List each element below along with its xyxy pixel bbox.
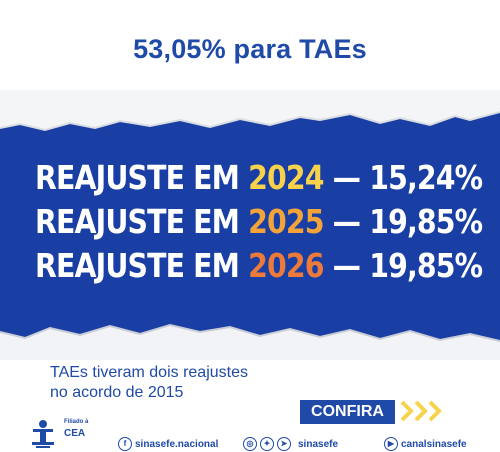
separator: — <box>323 158 370 197</box>
torn-edge-bottom <box>0 323 500 360</box>
reajuste-year: 2026 <box>248 246 324 285</box>
reajuste-year: 2025 <box>248 202 324 241</box>
blue-band <box>0 95 500 345</box>
affiliation-label: Filiado à <box>64 419 89 425</box>
torn-edge-top <box>0 90 500 132</box>
youtube-icon: ▶ <box>384 437 398 451</box>
reajuste-percent: 19,85% <box>369 202 483 241</box>
reajuste-line-2026: REAJUSTE EM 2026 — 19,85% <box>35 246 483 285</box>
separator: — <box>323 202 370 241</box>
note-line-2: no acordo de 2015 <box>50 384 184 401</box>
chevrons-icon <box>400 400 442 422</box>
reajuste-line-2024: REAJUSTE EM 2024 — 15,24% <box>35 158 483 197</box>
instagram-icon: ◎ <box>243 437 257 451</box>
affiliation-org: CEA <box>64 428 86 439</box>
note-line-1: TAEs tiveram dois reajustes <box>50 364 248 381</box>
reajuste-label: REAJUSTE EM <box>35 246 249 285</box>
reajuste-line-2025: REAJUSTE EM 2025 — 19,85% <box>35 202 483 241</box>
sinasefe-logo <box>32 420 54 448</box>
reajuste-percent: 15,24% <box>369 158 483 197</box>
telegram-icon: ➤ <box>277 437 291 451</box>
reajuste-percent: 19,85% <box>369 246 483 285</box>
headline: 53,05% para TAEs <box>133 34 367 64</box>
separator: — <box>323 246 370 285</box>
youtube-handle: canalsinasefe <box>401 438 467 450</box>
reajuste-label: REAJUSTE EM <box>35 202 249 241</box>
social-handle: sinasefe <box>298 438 339 450</box>
confira-button[interactable]: CONFIRA <box>300 400 395 424</box>
reajuste-label: REAJUSTE EM <box>35 158 249 197</box>
twitter-icon: ✦ <box>260 437 274 451</box>
facebook-icon: f <box>118 437 132 451</box>
note-text: TAEs tiveram dois reajustes no acordo de… <box>50 363 350 403</box>
reajuste-year: 2024 <box>248 158 324 197</box>
facebook-handle: sinasefe.nacional <box>135 438 219 450</box>
